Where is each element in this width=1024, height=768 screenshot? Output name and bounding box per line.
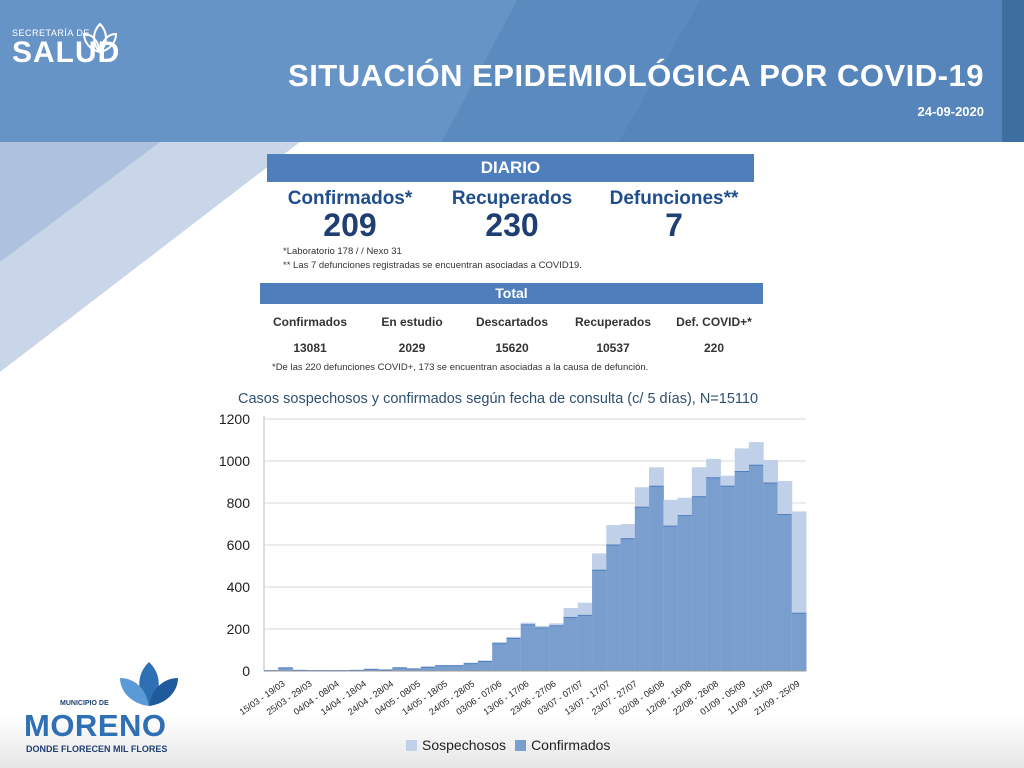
- confirmados-label: Confirmados*: [287, 188, 413, 209]
- bar-confirmados: [720, 486, 736, 671]
- legend-label-sospechosos: Sospechosos: [422, 737, 507, 753]
- bar-confirmados: [734, 471, 750, 671]
- bar-confirmados: [463, 663, 479, 671]
- chart-legend: Sospechosos Confirmados: [406, 737, 610, 753]
- total-value: 220: [703, 341, 725, 355]
- bar-confirmados: [378, 669, 393, 671]
- bar-confirmados: [691, 496, 707, 671]
- total-col-en-estudio: En estudio 2029: [362, 315, 462, 355]
- diario-note-1: *Laboratorio 178 / / Nexo 31: [283, 246, 402, 257]
- bar-confirmados: [520, 624, 536, 671]
- recuperados-value: 230: [485, 207, 539, 243]
- muni-name-text: MORENO: [24, 708, 167, 743]
- confirmados-value: 209: [323, 207, 377, 243]
- defunciones-label: Defunciones**: [609, 188, 739, 209]
- diario-confirmados: Confirmados* 209: [275, 188, 425, 243]
- header-right-strip: [1002, 0, 1024, 142]
- bar-confirmados: [278, 667, 294, 671]
- legend-swatch-sospechosos: [406, 739, 417, 751]
- diario-heading: DIARIO: [267, 154, 754, 182]
- footer-gradient: [0, 715, 1024, 768]
- bar-confirmados: [592, 570, 607, 671]
- y-tick-label: 200: [227, 621, 251, 637]
- y-tick-label: 1200: [219, 411, 250, 427]
- bar-confirmados: [449, 665, 465, 671]
- bar-confirmados: [706, 477, 721, 671]
- y-tick-label: 800: [227, 495, 251, 511]
- total-col-confirmados: Confirmados 13081: [260, 315, 360, 355]
- diario-recuperados: Recuperados 230: [437, 188, 587, 243]
- page-title: SITUACIÓN EPIDEMIOLÓGICA POR COVID-19: [288, 58, 984, 93]
- total-label: Confirmados: [272, 315, 347, 329]
- diario-defunciones: Defunciones** 7: [596, 188, 752, 243]
- total-value: 13081: [293, 341, 327, 355]
- total-label: En estudio: [381, 315, 443, 329]
- legend-swatch-confirmados: [515, 739, 527, 751]
- bar-confirmados: [406, 668, 422, 671]
- bar-confirmados: [620, 538, 636, 671]
- bar-confirmados: [363, 669, 379, 671]
- y-tick-label: 600: [227, 537, 251, 553]
- total-col-descartados: Descartados 15620: [462, 315, 562, 355]
- bar-confirmados: [748, 465, 764, 671]
- y-tick-label: 1000: [219, 453, 250, 469]
- flower-icon: [82, 22, 118, 54]
- total-label: Descartados: [475, 315, 549, 329]
- bar-confirmados: [535, 627, 550, 671]
- bar-confirmados: [392, 667, 408, 671]
- bar-confirmados: [677, 515, 693, 671]
- legend-label-confirmados: Confirmados: [531, 737, 611, 753]
- muni-slogan-text: DONDE FLORECEN MIL FLORES: [26, 744, 168, 754]
- bar-confirmados: [777, 514, 793, 671]
- header-banner: SECRETARÍA DE SALUD SITUACIÓN EPIDEMIOLÓ…: [0, 0, 1024, 142]
- bar-confirmados: [549, 625, 565, 671]
- moreno-logo: MUNICIPIO DE MORENO DONDE FLORECEN MIL F…: [22, 658, 182, 758]
- bar-confirmados: [420, 667, 436, 671]
- bar-confirmados: [563, 617, 579, 671]
- bar-confirmados: [435, 665, 450, 671]
- total-value: 2029: [398, 341, 426, 355]
- bar-confirmados: [634, 507, 650, 671]
- total-value: 10537: [596, 341, 630, 355]
- bar-confirmados: [663, 526, 679, 671]
- bar-confirmados: [477, 661, 493, 671]
- y-tick-label: 400: [227, 579, 251, 595]
- bar-confirmados: [577, 615, 593, 671]
- diario-note-2: ** Las 7 defunciones registradas se encu…: [283, 260, 582, 271]
- defunciones-value: 7: [665, 207, 683, 243]
- bar-confirmados: [649, 486, 664, 671]
- bar-confirmados: [506, 638, 522, 671]
- total-col-def-covid: Def. COVID+* 220: [664, 315, 764, 355]
- logo-small-text: SECRETARÍA DE: [12, 28, 90, 38]
- salud-logo: SECRETARÍA DE SALUD: [12, 22, 120, 68]
- y-tick-label: 0: [242, 663, 250, 679]
- bar-confirmados: [791, 613, 807, 671]
- bar-confirmados: [492, 643, 507, 671]
- page-date: 24-09-2020: [917, 104, 985, 119]
- background-triangle-2: [0, 142, 160, 262]
- total-label: Def. COVID+*: [676, 315, 752, 329]
- total-col-recuperados: Recuperados 10537: [563, 315, 663, 355]
- muni-top-text: MUNICIPIO DE: [60, 700, 109, 707]
- recuperados-label: Recuperados: [451, 188, 573, 209]
- total-footnote: *De las 220 defunciones COVID+, 173 se e…: [272, 362, 649, 373]
- bar-confirmados: [763, 483, 778, 671]
- flower-logo-icon: [120, 662, 178, 706]
- bar-confirmados: [606, 545, 622, 671]
- total-label: Recuperados: [574, 315, 652, 329]
- total-value: 15620: [495, 341, 529, 355]
- total-heading: Total: [260, 283, 763, 304]
- chart-title: Casos sospechosos y confirmados según fe…: [238, 391, 759, 407]
